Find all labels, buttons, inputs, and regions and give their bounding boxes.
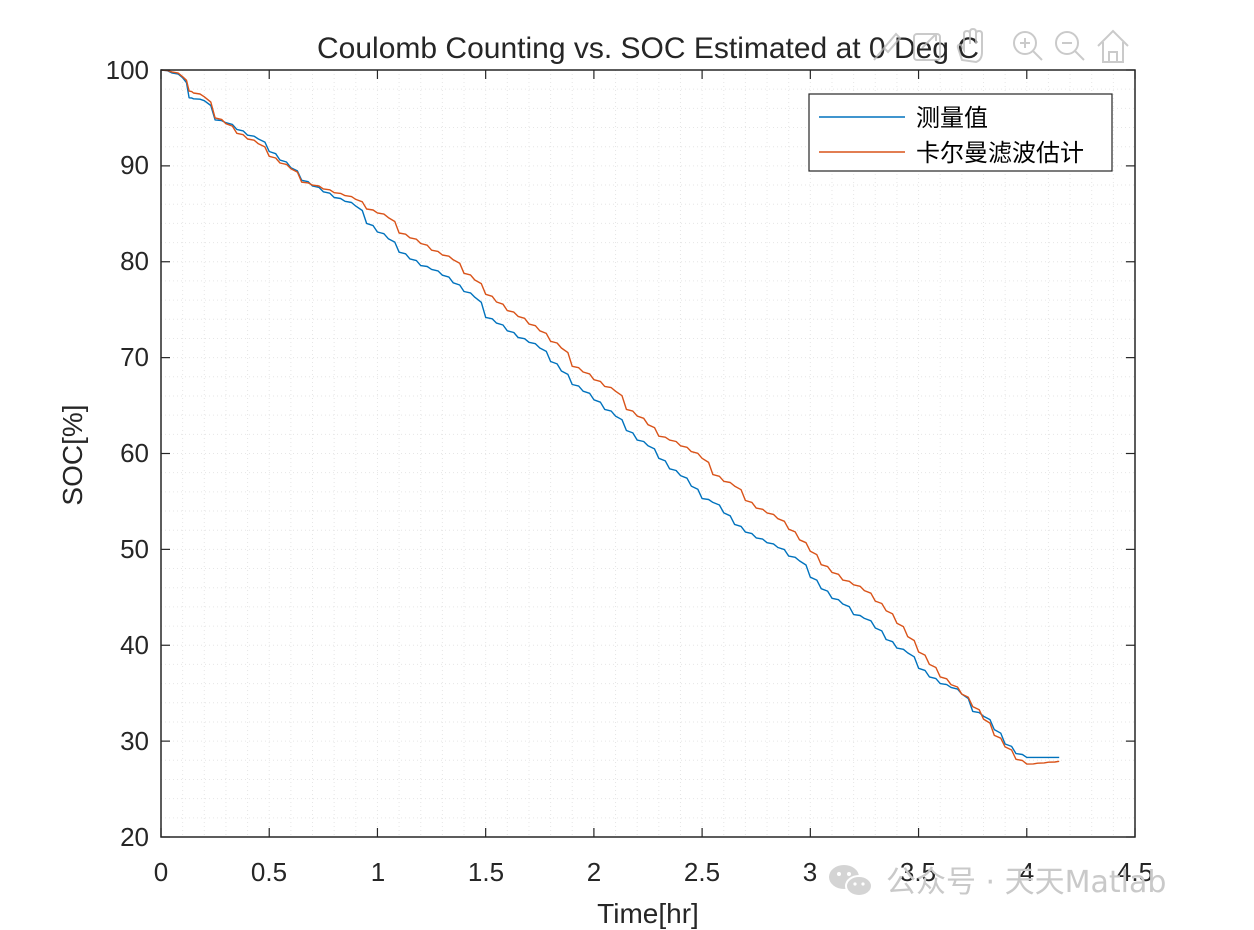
watermark-text: 公众号 · 天天Matlab <box>886 865 1166 900</box>
y-tick-label: 40 <box>120 630 149 660</box>
x-tick-labels: 0 0.5 1 1.5 2 2.5 3 3.5 4 4.5 <box>154 857 1153 887</box>
watermark: 公众号 · 天天Matlab <box>829 865 1166 900</box>
wechat-icon <box>829 865 873 897</box>
zoom-in-icon[interactable] <box>1013 31 1043 61</box>
legend-box <box>808 93 1113 172</box>
y-tick-label: 30 <box>120 726 149 756</box>
y-tick-label: 90 <box>120 150 149 180</box>
plot-area <box>160 69 1136 838</box>
x-tick-label: 1.5 <box>468 857 504 887</box>
y-axis-title: SOC[%] <box>57 404 88 505</box>
x-tick-label: 2 <box>587 857 601 887</box>
y-tick-label: 60 <box>120 438 149 468</box>
x-tick-label: 4 <box>1020 857 1034 887</box>
y-tick-label: 20 <box>120 822 149 852</box>
x-axis-title: Time[hr] <box>597 898 699 929</box>
zoom-out-icon[interactable] <box>1055 31 1085 61</box>
y-tick-label: 50 <box>120 534 149 564</box>
pan-hand-icon[interactable] <box>956 27 983 64</box>
x-tick-label: 0.5 <box>251 857 287 887</box>
x-tick-label: 3.5 <box>900 857 936 887</box>
y-tick-label: 80 <box>120 246 149 276</box>
x-tick-label: 3 <box>803 857 817 887</box>
home-icon[interactable] <box>1097 29 1129 63</box>
axis-ticks <box>160 69 1136 838</box>
series-layer <box>160 69 1060 765</box>
legend[interactable]: 测量值 卡尔曼滤波估计 <box>808 93 1113 172</box>
legend-label-measured: 测量值 <box>916 104 988 132</box>
x-tick-label: 1 <box>371 857 385 887</box>
brush-icon[interactable] <box>873 32 902 61</box>
axes-toolbar <box>873 27 1129 64</box>
series-line-kalman[interactable] <box>160 69 1060 765</box>
x-tick-label: 4.5 <box>1117 857 1153 887</box>
chart-title: Coulomb Counting vs. SOC Estimated at 0 … <box>317 32 979 65</box>
y-tick-label: 100 <box>106 55 149 85</box>
legend-label-kalman: 卡尔曼滤波估计 <box>916 139 1084 167</box>
y-tick-labels: 20 30 40 50 60 70 80 90 100 <box>106 55 149 852</box>
export-icon[interactable] <box>913 33 941 61</box>
series-line-measured[interactable] <box>160 69 1060 759</box>
y-tick-label: 70 <box>120 342 149 372</box>
x-tick-label: 2.5 <box>684 857 720 887</box>
x-tick-label: 0 <box>154 857 168 887</box>
